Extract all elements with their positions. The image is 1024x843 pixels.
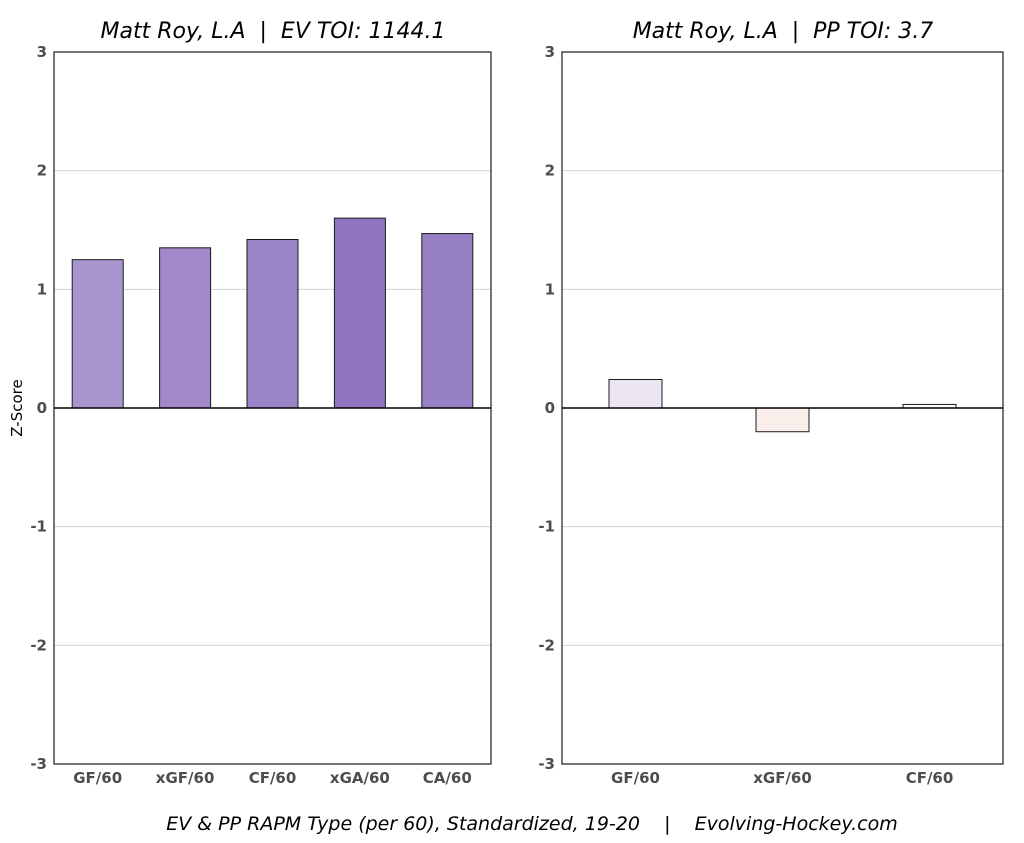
pp-bar-xgf-per-60 [755,407,810,433]
pp-x-tick-label: GF/60 [611,769,660,787]
ev-bar-ca-per-60 [421,233,474,409]
pp-bar-gf-per-60 [608,379,663,409]
ev-y-tick-label: 0 [37,399,47,417]
pp-y-tick-label: -1 [538,518,555,536]
chart-caption: EV & PP RAPM Type (per 60), Standardized… [166,813,897,835]
ev-y-tick-label: 2 [37,162,47,180]
ev-y-tick-label: -2 [30,636,47,654]
pp-rapm-panel: 3 2 1 0 -1 -2 -3 GF/60 xGF/60 CF/60 [538,43,1004,787]
pp-y-tick-label: -3 [538,755,555,773]
ev-y-tick-label: -1 [30,518,47,536]
ev-panel-title: Matt Roy, L.A | EV TOI: 1144.1 [100,19,445,44]
pp-y-tick-label: 0 [545,399,555,417]
ev-rapm-panel: 3 2 1 0 -1 -2 -3 GF/60 xGF/60 CF/60 xGA/60 CA/60 [30,43,492,787]
pp-y-tick-label: 2 [545,162,555,180]
y-axis-label: Z-Score [8,379,26,436]
ev-bar-cf-per-60 [246,238,299,409]
ev-y-tick-label: -3 [30,755,47,773]
ev-x-tick-label: CA/60 [423,769,472,787]
ev-plot-frame [53,51,492,765]
ev-x-tick-label: CF/60 [249,769,297,787]
pp-plot-frame [561,51,1004,765]
pp-x-tick-label: CF/60 [906,769,954,787]
ev-x-tick-label: xGA/60 [330,769,390,787]
pp-y-tick-label: -2 [538,636,555,654]
ev-bar-xga-per-60 [333,217,386,409]
ev-bar-gf-per-60 [71,259,124,409]
ev-bar-xgf-per-60 [159,247,212,409]
pp-panel-title: Matt Roy, L.A | PP TOI: 3.7 [633,19,934,44]
pp-y-tick-label: 1 [545,280,555,298]
ev-x-tick-label: GF/60 [73,769,122,787]
pp-x-tick-label: xGF/60 [753,769,812,787]
pp-y-tick-label: 3 [545,43,555,61]
ev-y-tick-label: 3 [37,43,47,61]
ev-y-tick-label: 1 [37,280,47,298]
ev-x-tick-label: xGF/60 [156,769,215,787]
